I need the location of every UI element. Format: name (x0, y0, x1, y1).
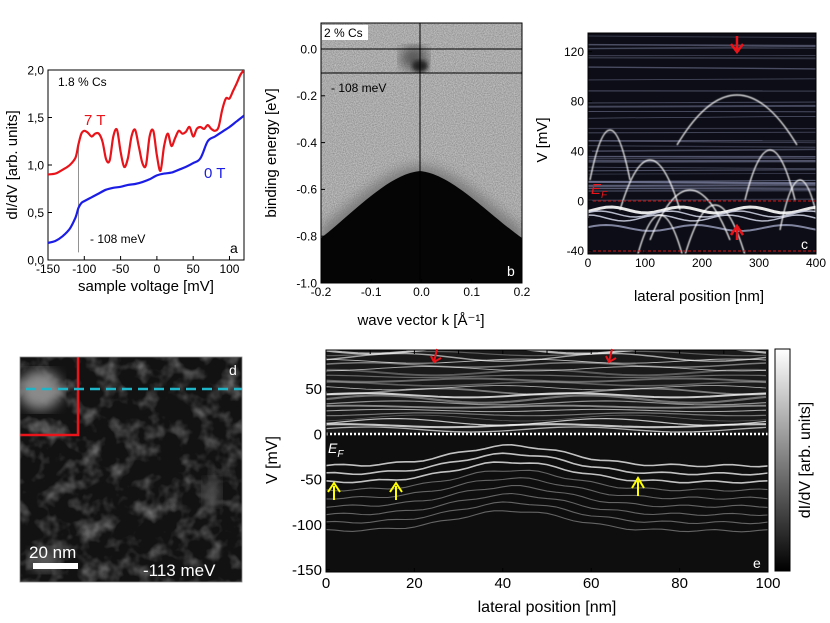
panel-b-xtick-label: -0.2 (311, 285, 332, 299)
panel-d-spot-3 (203, 478, 221, 506)
panel-e-xlabel: lateral position [nm] (478, 599, 617, 616)
arrow-down-icon (730, 36, 744, 55)
panel-e-ytick-label: 50 (305, 381, 322, 398)
panel-d-scalebar (33, 563, 78, 569)
panel-b-inset: 2 % Cs (324, 26, 363, 40)
panel-a-ytick-label: 0,5 (27, 206, 44, 220)
panel-e-colorbar (774, 348, 791, 572)
panel-b-inset-box (322, 25, 368, 40)
label-7t: 7 T (84, 112, 105, 129)
arrow-up-icon (631, 476, 645, 496)
panel-c-ytick-label: 80 (571, 95, 585, 109)
panel-d-bright-spot (20, 370, 62, 410)
panel-c-xtick-label: 200 (692, 256, 712, 270)
panel-b-ytick-label: -0.2 (296, 89, 317, 103)
panel-c-xtick-label: 300 (749, 256, 769, 270)
panel-e-ticks: 0 20 40 60 80 100 50 0 -50 -100 -150 (292, 350, 781, 592)
panel-b-ytick-label: -1.0 (296, 276, 317, 290)
panel-b-annotation: - 108 meV (331, 81, 386, 95)
panel-d-scalebar-label: 20 nm (29, 543, 76, 562)
panel-c-ytick-label: 0 (577, 194, 584, 208)
panel-a-xtick-label: 100 (219, 262, 239, 276)
panel-a-ytick-label: 2,0 (27, 63, 44, 77)
panel-a-ticks: -150 -100 -50 0 50 100 0,0 0,5 1,0 1,5 2,0 (27, 63, 240, 276)
panel-e-letter: e (753, 555, 761, 571)
panel-d-energy: -113 meV (143, 561, 216, 580)
panel-a-xtick-label: -100 (72, 262, 96, 276)
panel-a-xtick-label: -150 (36, 262, 60, 276)
panel-e-xtick-label: 0 (322, 575, 330, 592)
arrow-up-icon (729, 223, 745, 240)
panel-c-ylabel: V [mV] (534, 117, 551, 162)
panel-d-frame (19, 356, 243, 583)
panel-b-letter: b (507, 263, 515, 279)
panel-d-red-marker (20, 357, 80, 437)
arrow-up-icon (389, 481, 403, 500)
panel-a: -150 -100 -50 0 50 100 0,0 0,5 1,0 1,5 2,0 1.8 % C… (4, 63, 245, 295)
series-7t-line (48, 70, 244, 176)
panel-a-annotation: - 108 meV (90, 232, 145, 246)
panel-c-ytick-label: -40 (567, 244, 585, 258)
arrow-down-icon (430, 348, 442, 364)
panel-a-ytick-label: 1,0 (27, 158, 44, 172)
panel-c-xlabel: lateral position [nm] (634, 288, 764, 305)
panel-d-letter: d (229, 362, 237, 378)
panel-e-ytick-label: -100 (292, 517, 322, 534)
panel-b-xtick-label: 0.2 (514, 285, 531, 299)
panel-b-ytick-label: -0.8 (296, 230, 317, 244)
panel-a-xtick-label: 50 (187, 262, 201, 276)
panel-e-ytick-label: -50 (300, 472, 322, 489)
panel-e-ytick-label: 0 (314, 426, 322, 443)
panel-b-ytick-label: -0.4 (296, 136, 317, 150)
panel-a-xtick-label: 0 (154, 262, 161, 276)
panel-b: -0.2 -0.1 0.0 0.1 0.2 0.0 -0.2 -0.4 -0.6 -0.8 -1.0… (263, 22, 531, 329)
panel-e-ytick-label: -150 (292, 562, 322, 579)
panel-c-xtick-label: 0 (585, 256, 592, 270)
panel-a-inset: 1.8 % Cs (58, 75, 107, 89)
arrow-up-icon (327, 481, 341, 500)
panel-b-ytick-label: -0.6 (296, 183, 317, 197)
panel-c-xtick-label: 400 (806, 256, 826, 270)
panel-b-xtick-label: 0.1 (463, 285, 480, 299)
panel-b-ylabel: binding energy [eV] (263, 88, 280, 217)
panel-e-ef-label: EF (328, 440, 344, 460)
panel-a-xlabel: sample voltage [mV] (78, 278, 214, 295)
panel-a-ytick-label: 1,5 (27, 111, 44, 125)
panel-b-xtick-label: -0.1 (361, 285, 382, 299)
label-0t: 0 T (204, 165, 225, 182)
panel-b-ytick-label: 0.0 (300, 42, 317, 56)
panel-c-texture (588, 35, 816, 254)
panel-c-ytick-label: 40 (571, 145, 585, 159)
panel-a-ytick-label: 0,0 (27, 253, 44, 267)
panel-e-ylabel: V [mV] (264, 436, 281, 484)
panel-a-xtick-label: -50 (112, 262, 130, 276)
panel-c-ef-label: EF (591, 181, 608, 201)
panel-e-xtick-label: 60 (583, 575, 600, 592)
panel-b-xtick-label: 0.0 (413, 285, 430, 299)
panel-e-colorbar-label: dI/dV [arb. units] (797, 402, 814, 519)
series-0t-line (48, 114, 244, 244)
panel-d: d 20 nm -113 meV (19, 356, 243, 583)
panel-b-ticks: -0.2 -0.1 0.0 0.1 0.2 0.0 -0.2 -0.4 -0.6 -0.8 -1.0 (296, 42, 530, 299)
panel-a-letter: a (230, 240, 238, 256)
panel-a-ylabel: dI/dV [arb. units] (4, 110, 21, 219)
panel-b-band (321, 171, 522, 283)
panel-e-xtick-label: 40 (494, 575, 511, 592)
panel-c-letter: c (801, 236, 808, 252)
panel-e-texture (326, 350, 768, 572)
panel-c-ytick-label: 120 (564, 45, 584, 59)
arrow-down-icon (605, 348, 617, 364)
panel-e-xtick-label: 100 (755, 575, 780, 592)
panel-c-xtick-label: 100 (635, 256, 655, 270)
panel-e-xtick-label: 80 (671, 575, 688, 592)
panel-e: 0 20 40 60 80 100 50 0 -50 -100 -150 EF e lateral … (264, 348, 814, 616)
panel-e-xtick-label: 20 (406, 575, 423, 592)
panel-b-xlabel: wave vector k [Å⁻¹] (356, 312, 484, 329)
